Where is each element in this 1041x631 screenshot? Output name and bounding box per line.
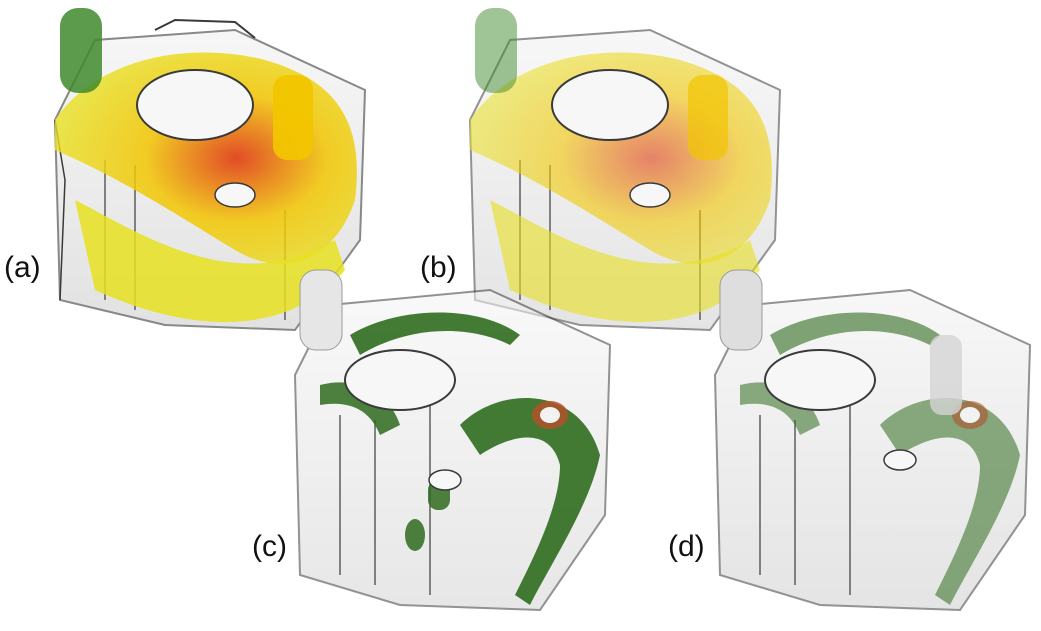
panel-a-render [35,0,375,350]
panel-label-a: (a) [4,251,41,284]
panel-d-render [700,265,1040,625]
panel-label-c: (c) [252,530,287,563]
engine-block-render-d [713,269,1032,612]
panel-label-d: (d) [668,530,705,563]
engine-block-render-b [468,8,782,332]
panel-c-render [280,265,620,625]
panel-label-b: (b) [420,251,457,284]
engine-block-render-c [293,269,612,612]
engine-block-render-a [53,8,367,332]
panel-b-render [450,0,790,350]
